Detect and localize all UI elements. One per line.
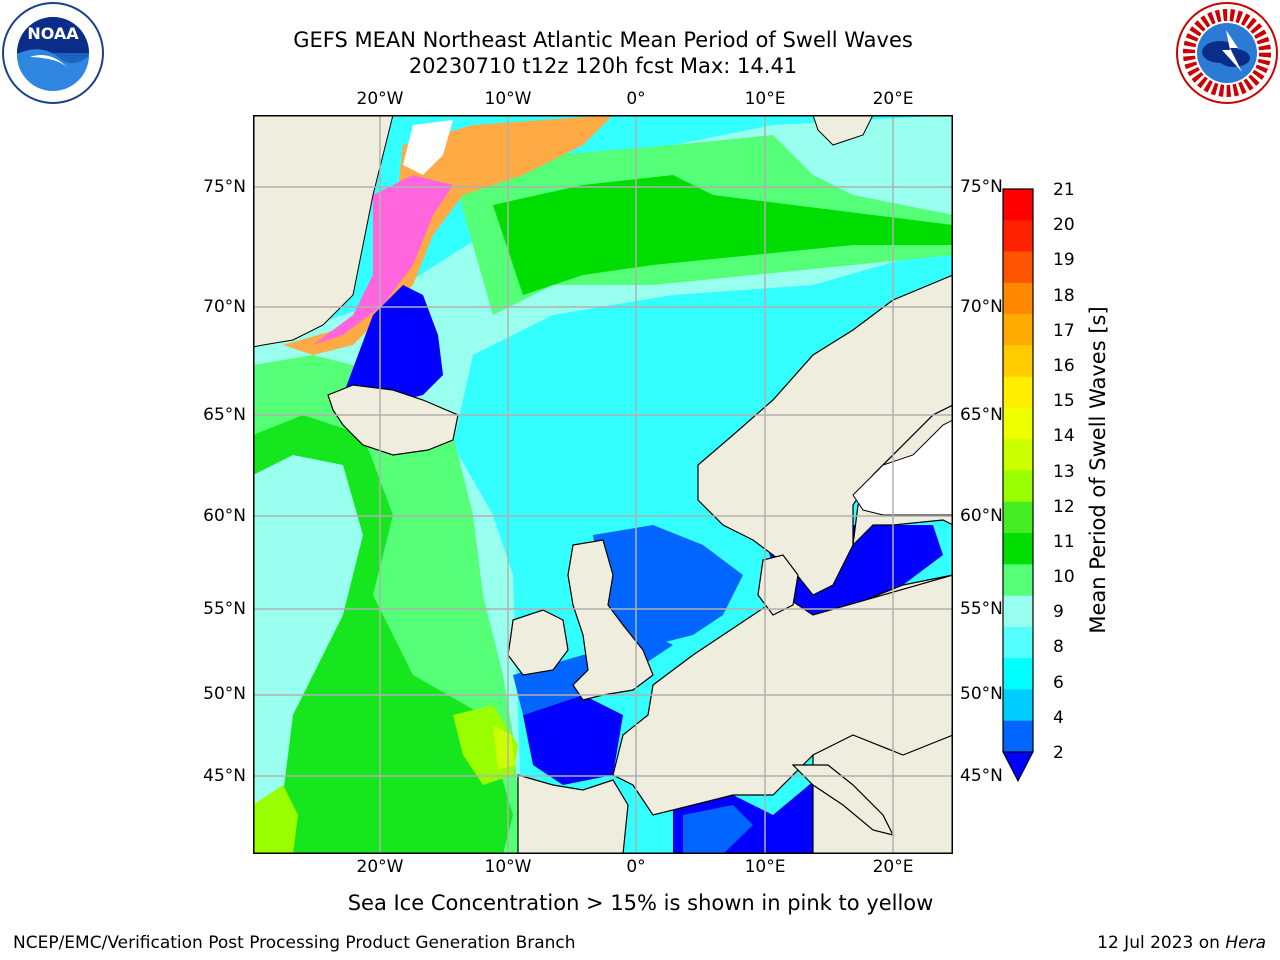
colorbar-cell bbox=[1003, 626, 1033, 659]
land-svalbard bbox=[812, 115, 874, 146]
colorbar-cell bbox=[1003, 501, 1033, 534]
lat-label-right-70n: 70°N bbox=[960, 297, 1003, 317]
lat-label-left-55n: 55°N bbox=[203, 599, 246, 619]
colorbar-cell bbox=[1003, 470, 1033, 503]
colorbar-tick-label: 2 bbox=[1053, 743, 1064, 763]
colorbar-tick-label: 11 bbox=[1053, 531, 1075, 552]
land-great-britain bbox=[567, 539, 654, 701]
swell-band-west-9s bbox=[253, 455, 363, 805]
lat-label-left-70n: 70°N bbox=[203, 297, 246, 317]
colorbar-cell bbox=[1003, 658, 1033, 690]
nws-logo bbox=[1176, 2, 1278, 104]
colorbar-cell bbox=[1003, 439, 1033, 471]
map-panel bbox=[253, 115, 953, 854]
lon-label-top-20e: 20°E bbox=[872, 89, 914, 109]
lat-label-left-65n: 65°N bbox=[203, 405, 246, 425]
lat-label-right-75n: 75°N bbox=[960, 177, 1003, 197]
colorbar-cell bbox=[1003, 251, 1033, 284]
lat-label-right-45n: 45°N bbox=[960, 766, 1003, 786]
land-iberia bbox=[517, 774, 629, 854]
swell-band-2s-biscay bbox=[523, 695, 623, 785]
lat-label-left-75n: 75°N bbox=[203, 177, 246, 197]
lon-label-bottom-20w: 20°W bbox=[356, 857, 404, 877]
lon-label-bottom-20e: 20°E bbox=[872, 857, 914, 877]
colorbar-cell bbox=[1003, 314, 1033, 346]
lon-label-bottom-10e: 10°E bbox=[744, 857, 786, 877]
lat-label-right-65n: 65°N bbox=[960, 405, 1003, 425]
lat-label-left-60n: 60°N bbox=[203, 506, 246, 526]
footer-date-text: 12 Jul 2023 on bbox=[1097, 933, 1226, 953]
sea-ice-edge bbox=[283, 115, 613, 355]
colorbar-tick-label: 20 bbox=[1053, 215, 1075, 236]
swell-band-4s-med bbox=[683, 805, 753, 854]
sea-ice-note: Sea Ice Concentration > 15% is shown in … bbox=[347, 891, 934, 915]
swell-period-map bbox=[253, 115, 953, 854]
lat-label-right-60n: 60°N bbox=[960, 506, 1003, 526]
colorbar-cell bbox=[1003, 689, 1033, 722]
land-denmark bbox=[757, 554, 799, 616]
colorbar-tick-label: 13 bbox=[1053, 461, 1075, 482]
colorbar-cell bbox=[1003, 407, 1033, 440]
noaa-logo: NOAA bbox=[2, 2, 104, 104]
colorbar-tick-label: 9 bbox=[1053, 602, 1064, 623]
lon-label-top-10e: 10°E bbox=[744, 89, 786, 109]
sea-ice-center bbox=[403, 120, 453, 175]
colorbar-under-triangle bbox=[1002, 751, 1034, 783]
land-ireland bbox=[507, 609, 569, 676]
swell-band-13s bbox=[493, 725, 515, 770]
colorbar-title: Mean Period of Swell Waves [s] bbox=[1086, 306, 1110, 634]
chart-title: GEFS MEAN Northeast Atlantic Mean Period… bbox=[293, 28, 913, 52]
land-greenland bbox=[253, 115, 394, 348]
land-iceland bbox=[327, 384, 459, 456]
colorbar-outline bbox=[1002, 188, 1034, 753]
colorbar-tick-label: 19 bbox=[1053, 250, 1075, 271]
colorbar-tick-label: 6 bbox=[1053, 672, 1064, 693]
colorbar-tick-label: 18 bbox=[1053, 285, 1075, 306]
lon-label-top-10w: 10°W bbox=[484, 89, 532, 109]
colorbar-cell bbox=[1003, 282, 1033, 315]
lon-label-top-0: 0° bbox=[626, 89, 646, 109]
lon-label-top-20w: 20°W bbox=[356, 89, 404, 109]
lat-label-right-50n: 50°N bbox=[960, 684, 1003, 704]
sea-ice-pink bbox=[313, 175, 453, 345]
land-gulf-bothnia bbox=[852, 419, 953, 516]
footer-credit: NCEP/EMC/Verification Post Processing Pr… bbox=[13, 933, 576, 953]
lon-label-bottom-10w: 10°W bbox=[484, 857, 532, 877]
colorbar-tick-label: 17 bbox=[1053, 320, 1075, 341]
colorbar-tick-label: 10 bbox=[1053, 567, 1075, 588]
lon-label-bottom-0: 0° bbox=[626, 857, 646, 877]
colorbar-tick-label: 4 bbox=[1053, 707, 1064, 728]
colorbar-tick-label: 8 bbox=[1053, 637, 1064, 658]
graticule bbox=[253, 115, 953, 854]
colorbar-tick-label: 21 bbox=[1053, 180, 1075, 200]
colorbar-cell bbox=[1003, 189, 1033, 221]
colorbar-tick-label: 14 bbox=[1053, 426, 1075, 447]
swell-band-2s-denmark-strait bbox=[343, 285, 443, 405]
colorbar-cell bbox=[1003, 345, 1033, 378]
footer-date: 12 Jul 2023 on Hera bbox=[1097, 933, 1266, 953]
lat-label-right-55n: 55°N bbox=[960, 599, 1003, 619]
colorbar-tick-label: 12 bbox=[1053, 496, 1075, 517]
footer-host: Hera bbox=[1225, 933, 1266, 953]
colorbar-cell bbox=[1003, 564, 1033, 597]
noaa-logo-text: NOAA bbox=[27, 24, 79, 43]
colorbar-cell bbox=[1003, 220, 1033, 253]
swell-band-4s-north-sea bbox=[593, 525, 743, 645]
colorbar bbox=[1002, 188, 1034, 783]
colorbar-cell bbox=[1003, 376, 1033, 409]
chart-subtitle: 20230710 t12z 120h fcst Max: 14.41 bbox=[408, 54, 798, 78]
swell-band-11s-north bbox=[493, 175, 953, 295]
colorbar-tick-label: 15 bbox=[1053, 391, 1075, 412]
colorbar-cell bbox=[1003, 720, 1033, 753]
colorbar-cell bbox=[1003, 533, 1033, 565]
lat-label-left-45n: 45°N bbox=[203, 766, 246, 786]
lat-label-left-50n: 50°N bbox=[203, 684, 246, 704]
swell-band-sw-12s bbox=[253, 785, 298, 854]
colorbar-cell bbox=[1003, 595, 1033, 628]
colorbar-tick-label: 16 bbox=[1053, 355, 1075, 376]
map-border bbox=[253, 115, 953, 854]
